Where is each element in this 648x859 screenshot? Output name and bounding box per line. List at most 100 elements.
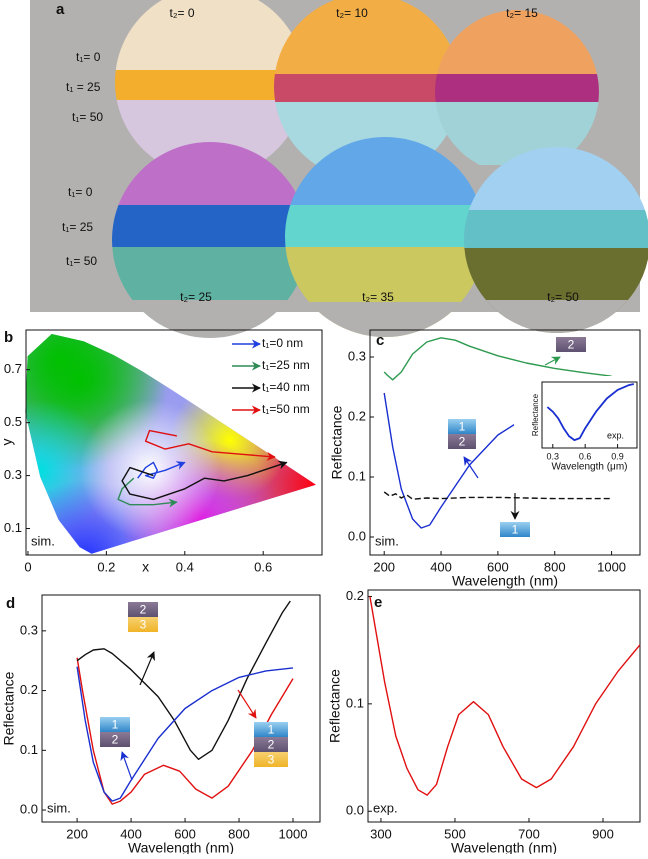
plot-frame — [369, 329, 641, 556]
legend-label: t₁=25 nm — [262, 358, 310, 372]
x-tick-label: 300 — [370, 826, 392, 841]
plot-frame — [41, 594, 321, 823]
panel-label: b — [4, 329, 13, 346]
x-tick-label: 800 — [228, 826, 250, 841]
x-tick-label: 200 — [373, 559, 395, 574]
y-tick-label: 0.7 — [4, 361, 22, 376]
stack-arrow — [120, 751, 133, 781]
panel-label: d — [6, 595, 15, 612]
x-tick-label: 0.3 — [547, 451, 560, 461]
panel-label: c — [376, 332, 384, 349]
annotation: exp. — [607, 430, 624, 440]
t2-label: t₂= 10 — [336, 6, 368, 20]
data-line — [121, 460, 288, 501]
stack-layer-label: 2 — [140, 603, 147, 617]
x-tick-label: 400 — [430, 559, 452, 574]
stack-layer-label: 2 — [459, 435, 466, 449]
y-tick-label: 0.0 — [348, 528, 366, 543]
x-tick-label: 0.9 — [611, 451, 624, 461]
data-line — [546, 383, 635, 441]
y-tick-label: 0.2 — [346, 588, 364, 603]
inset-background — [514, 376, 639, 472]
stack-layer-label: 3 — [268, 753, 275, 767]
y-axis-label: Reflectance — [327, 669, 343, 743]
t2-label: t₂= 50 — [547, 290, 579, 304]
x-axis-label: Wavelength (μm) — [552, 462, 628, 473]
t2-label: t₂= 35 — [362, 290, 394, 304]
y-tick-label: 0.2 — [20, 682, 38, 697]
data-line — [383, 491, 612, 500]
stack-layer-label: 2 — [568, 338, 575, 352]
y-tick-label: 0.0 — [346, 803, 364, 818]
x-tick-label: 0.2 — [97, 559, 115, 574]
annotation: sim. — [47, 800, 71, 815]
data-line — [76, 666, 294, 802]
stack-layer — [448, 434, 476, 449]
x-tick-label: 600 — [487, 559, 509, 574]
stack-layer-label: 2 — [112, 733, 119, 747]
t2-label: t₂= 25 — [180, 290, 212, 304]
t1-label: t₁= 50 — [66, 254, 97, 268]
x-axis-label: x — [142, 559, 149, 575]
stack-layer — [448, 419, 476, 434]
y-tick-label: 0.3 — [4, 467, 22, 482]
t1-label: t₁= 50 — [72, 110, 103, 124]
x-tick-label: 400 — [120, 826, 142, 841]
annotation: exp. — [373, 800, 398, 815]
t1-label: t₁= 0 — [68, 185, 93, 199]
x-tick-label: 0 — [24, 559, 31, 574]
plot-frame — [541, 381, 638, 449]
x-tick-label: 1000 — [279, 826, 308, 841]
stack-layer — [100, 717, 130, 732]
data-line — [383, 337, 612, 381]
y-tick-label: 0.1 — [20, 742, 38, 757]
stack-arrow — [237, 689, 257, 719]
y-tick-label: 0.1 — [346, 695, 364, 710]
x-tick-label: 800 — [544, 559, 566, 574]
legend-label: t₁=40 nm — [262, 380, 310, 394]
stack-arrow — [544, 356, 561, 366]
x-axis-label: Wavelength (nm) — [128, 840, 234, 854]
stack-layer-label: 3 — [140, 618, 147, 632]
x-tick-label: 900 — [592, 826, 614, 841]
t2-label: t₂= 0 — [169, 6, 194, 20]
photo: a t₂= 0 t₂= 10 t₂= 15 t₁= 0 t₁ = 25 t₁= … — [30, 0, 648, 338]
t2-label: t₂= 15 — [506, 6, 538, 20]
plot-frame — [25, 329, 323, 556]
panel-label: a — [56, 1, 65, 18]
y-axis-label: Reflectance — [531, 393, 540, 436]
x-tick-label: 500 — [444, 826, 466, 841]
plot-frame — [367, 589, 641, 823]
data-line — [76, 657, 294, 805]
y-tick-label: 0.0 — [20, 801, 38, 816]
x-axis-label: Wavelength (nm) — [451, 840, 557, 854]
x-tick-label: 200 — [66, 826, 88, 841]
x-tick-label: 0.4 — [176, 559, 194, 574]
stack-layer-label: 1 — [268, 723, 275, 737]
y-tick-label: 0.1 — [4, 520, 22, 535]
t1-label: t₁= 0 — [76, 50, 101, 64]
stack-layer — [128, 602, 158, 617]
stack-layer-label: 1 — [459, 420, 466, 434]
stack-layer-label: 1 — [512, 523, 519, 537]
charts: 0 0.2 0.4 0.6 0.1 0.3 0.5 0.7 x y b sim. t₁=0 nm t₁=2… — [0, 329, 641, 856]
stack-layer — [254, 722, 288, 737]
t1-label: t₁ = 25 — [66, 80, 101, 94]
legend-label: t₁=50 nm — [262, 402, 310, 416]
data-line — [137, 461, 186, 479]
y-tick-label: 0.1 — [348, 468, 366, 483]
data-line — [369, 596, 641, 796]
y-axis-label: Reflectance — [1, 671, 17, 745]
t1-label: t₁= 25 — [62, 220, 93, 234]
x-tick-label: 0.6 — [579, 451, 592, 461]
y-axis-label: Reflectance — [329, 405, 345, 479]
stack-arrow — [139, 651, 155, 686]
x-tick-label: 700 — [518, 826, 540, 841]
stack-layer — [100, 732, 130, 747]
data-line — [144, 429, 276, 461]
x-tick-label: 600 — [174, 826, 196, 841]
panel-label: e — [374, 594, 382, 611]
x-axis-label: Wavelength (nm) — [452, 573, 558, 589]
annotation: sim. — [375, 533, 399, 548]
